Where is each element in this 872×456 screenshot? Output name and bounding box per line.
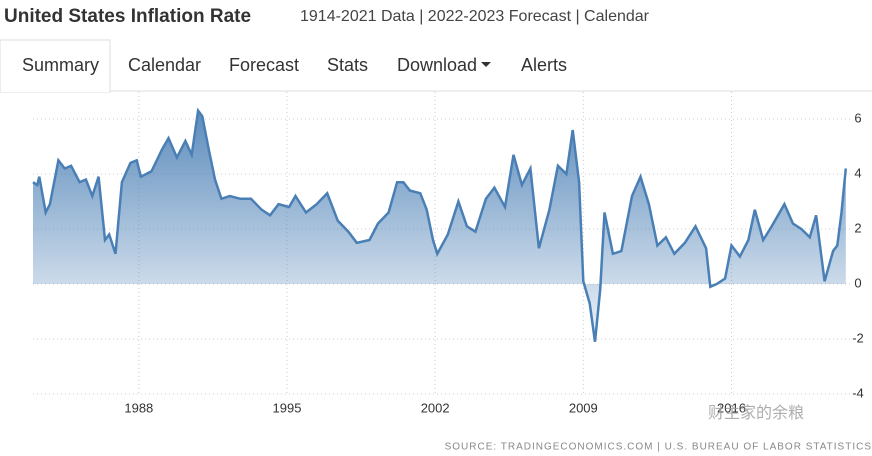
tab[interactable]: Stats <box>327 55 368 75</box>
x-tick-label: 2009 <box>569 400 598 415</box>
tab[interactable]: Download <box>397 55 477 75</box>
tab[interactable]: Alerts <box>521 55 567 75</box>
line <box>32 107 848 342</box>
y-tick-label: -4 <box>852 385 864 400</box>
y-tick-label: 0 <box>854 275 861 290</box>
page-title: United States Inflation Rate <box>4 6 251 27</box>
x-tick-label: 1995 <box>273 400 302 415</box>
x-tick-label: 2002 <box>421 400 450 415</box>
page-subtitle: 1914-2021 Data | 2022-2023 Forecast | Ca… <box>300 8 650 25</box>
watermark: 财主家的余粮 <box>708 403 804 422</box>
tabs: Summary Calendar Forecast Stats Download Aler… <box>22 55 567 75</box>
active-tab <box>0 39 111 93</box>
y-tick-label: 6 <box>854 110 861 125</box>
area-fill <box>33 110 846 342</box>
tab[interactable]: Calendar <box>128 55 201 75</box>
plot: 6 4 2 0 -2 -4 1988 1995 2002 2009 2016 <box>32 92 864 415</box>
y-tick-label: 2 <box>854 220 861 235</box>
y-tick-label: 4 <box>854 165 861 180</box>
y-tick-label: -2 <box>852 330 864 345</box>
x-tick-label: 2016 <box>717 400 746 415</box>
source: SOURCE: TRADINGECONOMICS.COM | U.S. BURE… <box>445 442 872 453</box>
dropdown-caret <box>481 62 491 67</box>
x-tick-label: 1988 <box>124 400 153 415</box>
tab[interactable]: Summary <box>22 55 99 75</box>
tab[interactable]: Forecast <box>229 55 299 75</box>
